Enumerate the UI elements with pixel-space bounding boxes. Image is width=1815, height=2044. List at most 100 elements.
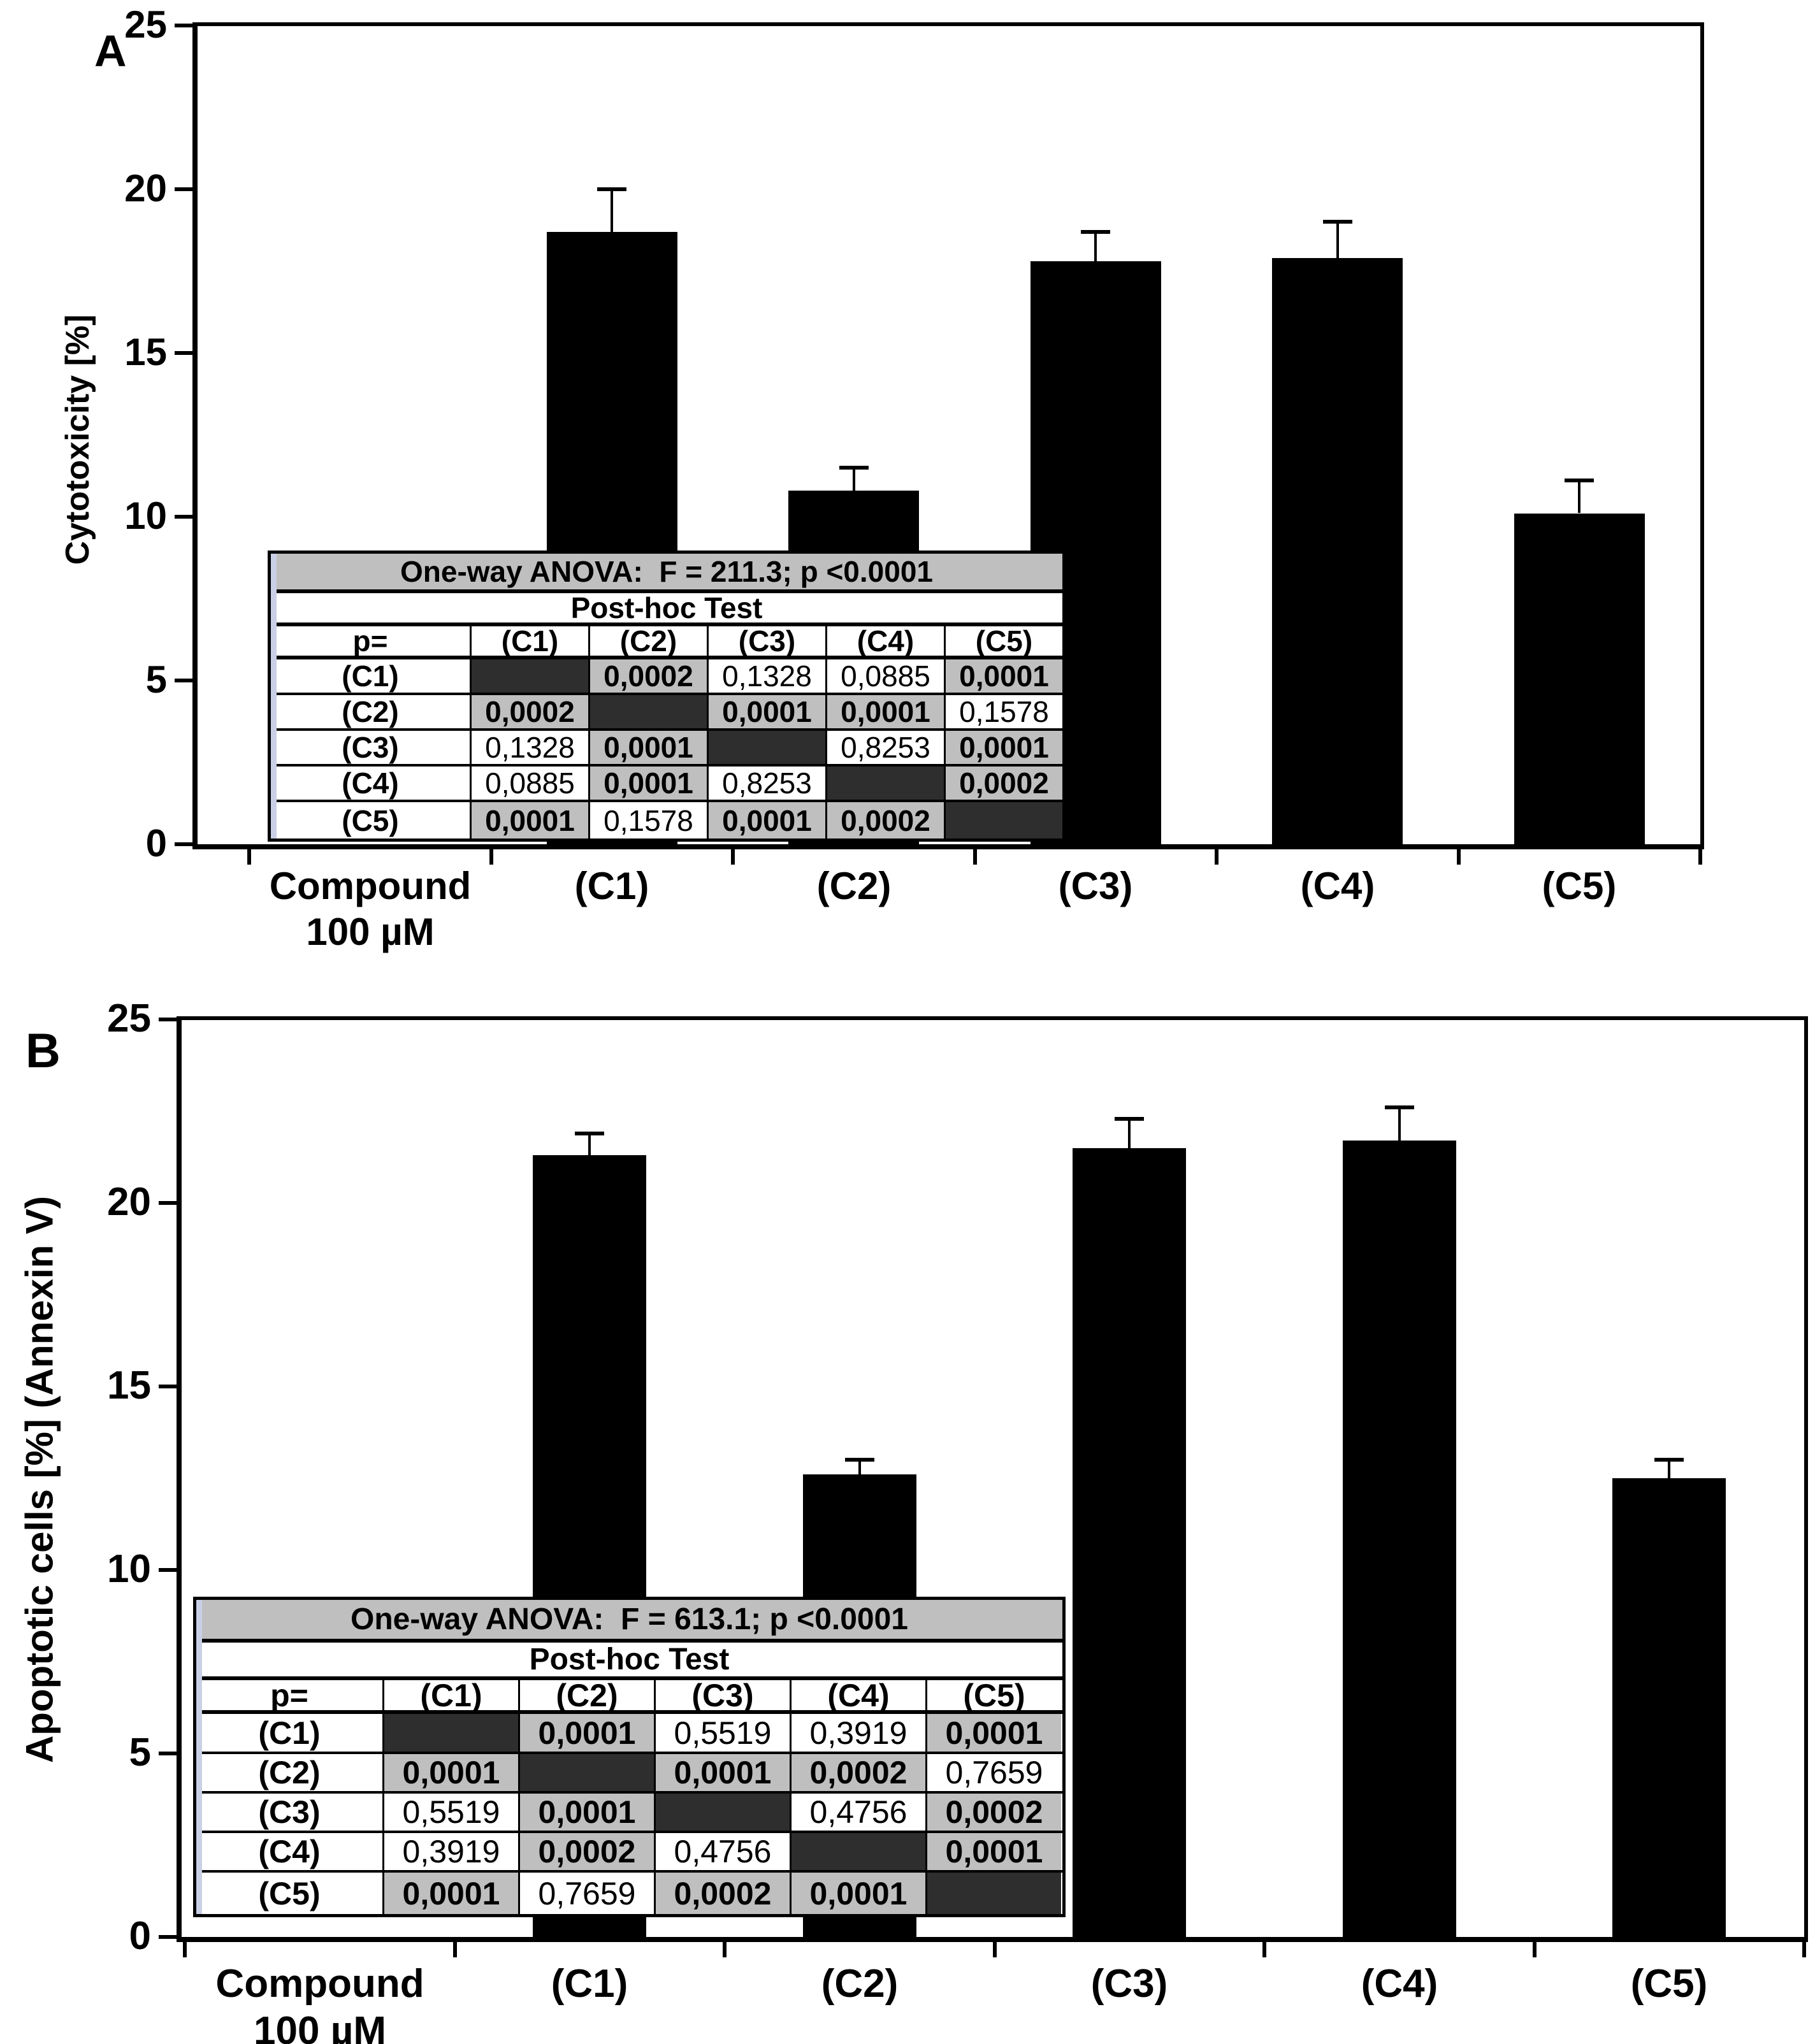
y-tick-label: 5 <box>145 658 167 701</box>
bar <box>1612 1478 1726 1937</box>
x-tick <box>731 849 735 865</box>
y-tick <box>175 351 192 355</box>
anova-table: One-way ANOVA: F = 211.3; p <0.0001 Post-… <box>268 551 1066 842</box>
bar <box>1343 1141 1456 1937</box>
error-bar-whisker <box>1398 1107 1401 1141</box>
error-bar-cap <box>1115 1117 1144 1121</box>
matrix-p-value-cell: 0,0002 <box>790 1754 925 1791</box>
matrix-p-value-cell: 0,0002 <box>825 802 944 838</box>
posthoc-title-row: Post-hoc Test <box>271 593 1062 626</box>
y-tick-label: 0 <box>145 822 167 865</box>
matrix-p-value-cell: 0,0001 <box>825 695 944 728</box>
matrix-p-value-cell: 0,3919 <box>790 1714 925 1752</box>
x-axis-title-line1: Compound <box>215 1962 424 2006</box>
panel-a-label: A <box>94 26 127 76</box>
error-bar-cap <box>1565 479 1594 482</box>
error-bar-cap <box>1323 220 1352 224</box>
matrix-diagonal-cell <box>518 1754 654 1791</box>
x-tick <box>453 1942 457 1957</box>
y-tick-label: 10 <box>107 1547 151 1591</box>
matrix-p-value-cell: 0,0002 <box>518 1833 654 1870</box>
y-tick <box>159 1752 177 1755</box>
posthoc-title: Post-hoc Test <box>529 1643 730 1676</box>
matrix-p-value-cell: 0,8253 <box>707 766 825 800</box>
posthoc-title-row: Post-hoc Test <box>196 1643 1062 1680</box>
matrix-p-value-cell: 0,0001 <box>944 731 1062 764</box>
x-category-label: (C3) <box>1090 1962 1168 2006</box>
posthoc-title: Post-hoc Test <box>570 593 763 624</box>
matrix-p-value-cell: 0,0001 <box>925 1833 1061 1870</box>
matrix-col-header: (C1) <box>382 1680 518 1710</box>
matrix-row-label: (C4) <box>196 1833 382 1870</box>
anova-title: One-way ANOVA: F = 211.3; p <0.0001 <box>400 555 934 588</box>
y-axis-line <box>177 1016 182 1942</box>
y-tick-label: 0 <box>129 1914 151 1958</box>
y-tick <box>175 187 192 191</box>
matrix-p-value-cell: 0,3919 <box>382 1833 518 1870</box>
y-tick-label: 15 <box>124 331 167 373</box>
x-category-label: (C2) <box>821 1962 899 2006</box>
x-tick <box>183 1942 187 1957</box>
y-tick <box>159 1385 177 1388</box>
matrix-p-value-cell: 0,7659 <box>925 1754 1061 1791</box>
error-bar-whisker <box>853 468 855 491</box>
matrix-p-value-cell: 0,0001 <box>654 1754 790 1791</box>
y-tick <box>175 515 192 519</box>
y-tick <box>175 24 192 27</box>
anova-title-row: One-way ANOVA: F = 211.3; p <0.0001 <box>271 554 1062 593</box>
anova-title: One-way ANOVA: F = 613.1; p <0.0001 <box>350 1602 908 1636</box>
y-tick-label: 15 <box>107 1364 151 1407</box>
matrix-p-value-cell: 0,0001 <box>518 1714 654 1752</box>
x-category-label: (C5) <box>1542 865 1617 907</box>
error-bar-cap <box>597 187 626 191</box>
matrix-p-value-cell: 0,1328 <box>470 731 588 764</box>
error-bar-whisker <box>1668 1460 1670 1478</box>
y-axis-line <box>192 22 198 849</box>
matrix-diagonal-cell <box>588 695 707 728</box>
matrix-diagonal-cell <box>707 731 825 764</box>
matrix-diagonal-cell <box>470 659 588 693</box>
x-tick <box>1262 1942 1266 1957</box>
matrix-diagonal-cell <box>382 1714 518 1752</box>
x-category-label: (C4) <box>1361 1962 1438 2006</box>
matrix-diagonal-cell <box>825 766 944 800</box>
x-category-label: (C4) <box>1300 865 1375 907</box>
x-tick <box>1533 1942 1537 1957</box>
x-axis-line <box>192 844 1704 849</box>
error-bar-whisker <box>1336 222 1339 258</box>
matrix-row: (C5) 0,0001 0,7659 0,0002 0,0001 <box>196 1873 1062 1914</box>
error-bar-cap <box>1654 1458 1684 1462</box>
matrix-row-label: (C1) <box>271 659 470 693</box>
x-tick <box>489 849 493 865</box>
x-tick <box>1457 849 1461 865</box>
matrix-p-value-cell: 0,0001 <box>707 695 825 728</box>
error-bar-cap <box>1081 230 1110 234</box>
matrix-row: (C3) 0,1328 0,0001 0,8253 0,0001 <box>271 731 1062 766</box>
matrix-diagonal-cell <box>790 1833 925 1870</box>
x-axis-line <box>177 1937 1808 1942</box>
matrix-col-header: (C3) <box>654 1680 790 1710</box>
matrix-diagonal-cell <box>925 1873 1061 1914</box>
matrix-p-value-cell: 0,0002 <box>588 659 707 693</box>
x-category-label: (C1) <box>551 1962 628 2006</box>
p-equals-header: p= <box>271 626 470 656</box>
matrix-col-header: (C2) <box>588 626 707 656</box>
matrix-col-header: (C1) <box>470 626 588 656</box>
bar <box>1272 258 1403 844</box>
error-bar-whisker <box>1578 480 1580 513</box>
matrix-row: (C2) 0,0001 0,0001 0,0002 0,7659 <box>196 1754 1062 1794</box>
y-tick <box>175 679 192 682</box>
y-tick <box>159 1201 177 1205</box>
matrix-row: (C3) 0,5519 0,0001 0,4756 0,0002 <box>196 1794 1062 1833</box>
matrix-p-value-cell: 0,4756 <box>654 1833 790 1870</box>
matrix-p-value-cell: 0,0885 <box>470 766 588 800</box>
matrix-p-value-cell: 0,0001 <box>518 1794 654 1831</box>
anova-title-row: One-way ANOVA: F = 613.1; p <0.0001 <box>196 1600 1062 1643</box>
table-left-accent-strip <box>271 554 277 838</box>
plot-right-frame <box>1804 1016 1808 1942</box>
error-bar-whisker <box>588 1134 591 1156</box>
y-tick <box>175 842 192 846</box>
matrix-row-label: (C3) <box>271 731 470 764</box>
bar <box>1073 1148 1186 1937</box>
